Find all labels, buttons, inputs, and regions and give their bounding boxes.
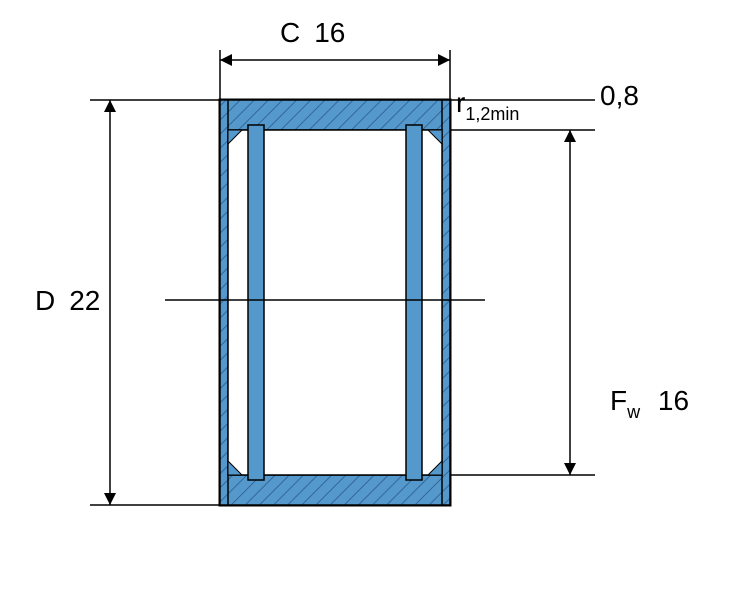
bearing-cross-section-diagram: C16 D22 r1,2min 0,8 Fw 16 — [0, 0, 750, 600]
dimension-d-label: D22 — [35, 285, 100, 316]
dimension-fw-label: Fw 16 — [610, 385, 689, 422]
dimension-c-label: C16 — [280, 17, 345, 48]
dimension-r-label: r1,2min — [456, 87, 519, 124]
dimension-r-value: 0,8 — [600, 80, 639, 111]
